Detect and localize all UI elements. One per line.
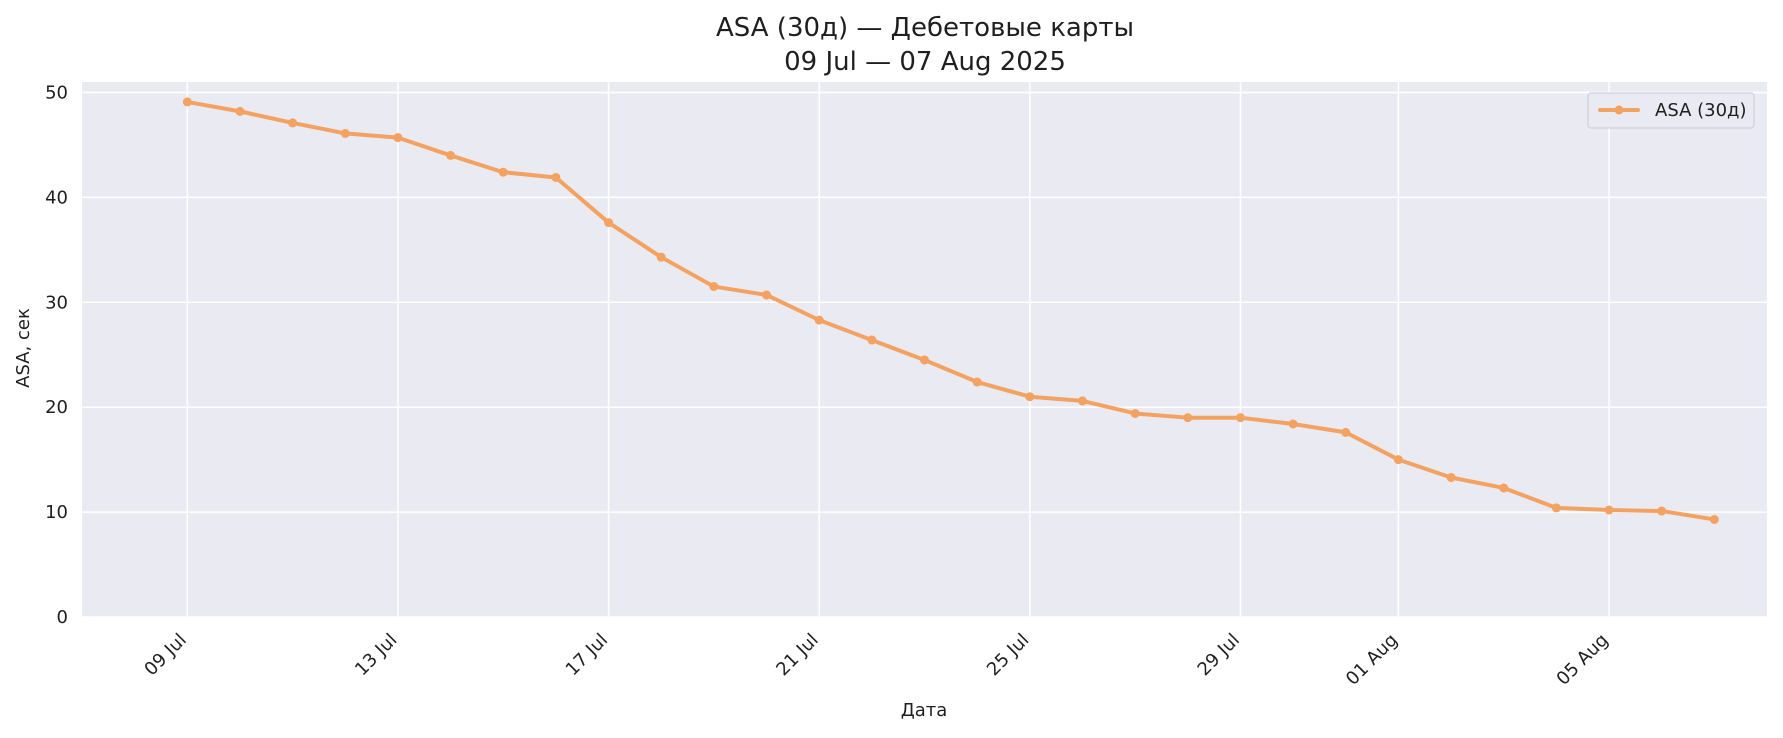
data-point (1025, 392, 1035, 402)
data-point (1341, 427, 1351, 437)
chart-subtitle: 09 Jul — 07 Aug 2025 (784, 47, 1066, 77)
x-axis-ticks: 09 Jul 13 Jul 17 Jul 21 Jul 25 Jul 29 Jul 01 A… (140, 630, 1612, 690)
chart-title: ASA (30д) — Дебетовые карты (716, 13, 1134, 43)
data-point (1235, 413, 1245, 423)
x-tick-label: 09 Jul (140, 630, 190, 680)
y-tick-label: 40 (45, 187, 68, 208)
data-point (1393, 455, 1403, 465)
x-tick-label: 01 Aug (1342, 630, 1402, 690)
y-axis-ticks: 0 10 20 30 40 50 (45, 82, 68, 628)
data-point (1499, 483, 1509, 493)
data-point (551, 172, 561, 182)
data-point (814, 315, 824, 325)
y-tick-label: 20 (45, 397, 68, 418)
data-point (1288, 419, 1298, 429)
series-layer (182, 97, 1719, 524)
x-tick-label: 29 Jul (1194, 630, 1244, 680)
series-line (185, 99, 1717, 522)
data-point (656, 252, 666, 262)
data-point (340, 128, 350, 138)
data-point (972, 377, 982, 387)
x-axis-label: Дата (901, 700, 948, 721)
plot-area (82, 82, 1767, 617)
data-point (604, 218, 614, 228)
data-point (182, 97, 192, 107)
legend-label: ASA (30д) (1655, 100, 1747, 121)
data-point (498, 167, 508, 177)
data-point (1130, 408, 1140, 418)
y-tick-label: 10 (45, 502, 68, 523)
y-tick-label: 50 (45, 82, 68, 103)
y-axis-label: ASA, сек (13, 308, 34, 388)
y-tick-label: 30 (45, 292, 68, 313)
y-tick-label: 0 (57, 607, 68, 628)
data-point (446, 150, 456, 160)
data-point (1446, 472, 1456, 482)
data-point (920, 355, 929, 365)
data-point (709, 282, 719, 292)
x-tick-label: 13 Jul (351, 630, 401, 680)
legend: ASA (30д) (1587, 92, 1755, 129)
data-point (1183, 413, 1193, 423)
x-tick-label: 21 Jul (772, 630, 822, 680)
data-point (1551, 503, 1561, 513)
data-point (1657, 506, 1667, 516)
data-point (1077, 396, 1087, 406)
data-point (393, 133, 403, 143)
legend-box (1587, 92, 1755, 129)
x-tick-label: 25 Jul (983, 630, 1033, 680)
data-point (867, 335, 877, 345)
data-point (235, 106, 245, 116)
x-tick-label: 17 Jul (562, 630, 612, 680)
data-point (1709, 514, 1719, 524)
legend-marker-swatch (1614, 105, 1624, 115)
data-point (288, 118, 298, 128)
grid (82, 82, 1767, 618)
x-tick-label: 05 Aug (1553, 630, 1613, 690)
data-point (1604, 505, 1614, 515)
data-point (762, 290, 772, 300)
